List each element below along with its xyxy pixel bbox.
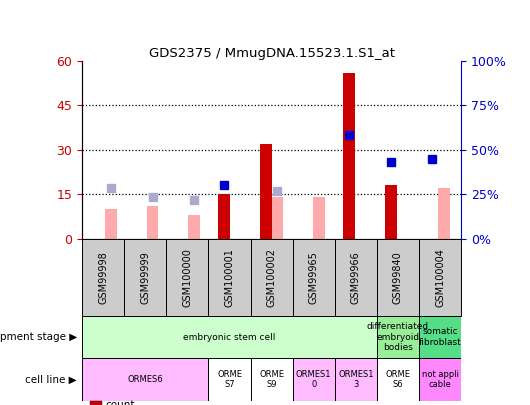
Bar <box>293 239 335 316</box>
Text: GSM100000: GSM100000 <box>182 248 192 307</box>
Text: GSM99999: GSM99999 <box>140 251 151 304</box>
Bar <box>82 358 208 401</box>
Bar <box>419 316 461 358</box>
Bar <box>251 358 293 401</box>
Bar <box>166 239 208 316</box>
Text: ORME
S9: ORME S9 <box>259 370 284 389</box>
Text: GSM100001: GSM100001 <box>225 248 234 307</box>
Text: GSM99965: GSM99965 <box>309 251 319 304</box>
Bar <box>82 316 377 358</box>
Text: embryonic stem cell: embryonic stem cell <box>183 333 276 342</box>
Text: ORME
S6: ORME S6 <box>385 370 410 389</box>
Text: count: count <box>105 401 135 405</box>
Text: cell line ▶: cell line ▶ <box>25 375 77 385</box>
Text: ORMES1
3: ORMES1 3 <box>338 370 374 389</box>
Bar <box>271 197 283 239</box>
Text: somatic
fibroblast: somatic fibroblast <box>419 328 462 347</box>
Bar <box>419 239 461 316</box>
Bar <box>251 239 293 316</box>
Text: ORME
S7: ORME S7 <box>217 370 242 389</box>
Bar <box>377 239 419 316</box>
Text: GSM99998: GSM99998 <box>98 251 108 304</box>
Bar <box>293 358 335 401</box>
Text: differentiated
embryoid
bodies: differentiated embryoid bodies <box>367 322 429 352</box>
Text: ORMES1
0: ORMES1 0 <box>296 370 331 389</box>
Text: ORMES6: ORMES6 <box>128 375 163 384</box>
Bar <box>343 72 355 239</box>
Text: not appli
cable: not appli cable <box>421 370 458 389</box>
Bar <box>313 197 325 239</box>
Bar <box>82 239 124 316</box>
Text: GSM99966: GSM99966 <box>351 251 361 304</box>
Bar <box>385 185 396 239</box>
Bar <box>260 144 271 239</box>
Bar <box>218 194 230 239</box>
Text: development stage ▶: development stage ▶ <box>0 332 77 342</box>
Bar <box>124 239 166 316</box>
Bar <box>419 358 461 401</box>
Bar <box>105 209 117 239</box>
Bar <box>377 358 419 401</box>
Bar <box>335 358 377 401</box>
Bar <box>377 316 419 358</box>
Bar <box>147 206 158 239</box>
Bar <box>208 358 251 401</box>
Text: GSM99840: GSM99840 <box>393 251 403 304</box>
Bar <box>188 215 200 239</box>
Text: GSM100002: GSM100002 <box>267 248 277 307</box>
Bar <box>438 188 450 239</box>
Bar <box>208 239 251 316</box>
Title: GDS2375 / MmugDNA.15523.1.S1_at: GDS2375 / MmugDNA.15523.1.S1_at <box>148 47 395 60</box>
Bar <box>335 239 377 316</box>
Text: GSM100004: GSM100004 <box>435 248 445 307</box>
